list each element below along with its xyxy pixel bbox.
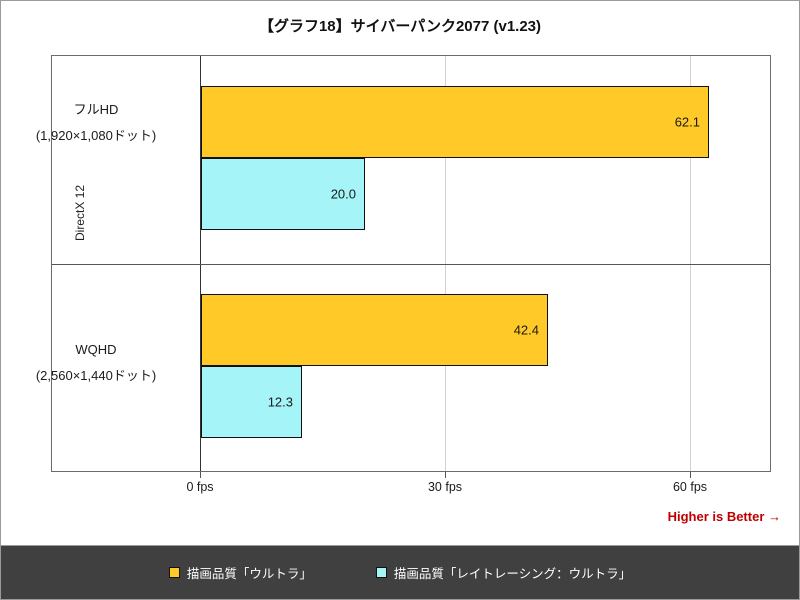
category-name: フルHD — [73, 102, 119, 117]
bar-value-label: 62.1 — [674, 114, 700, 130]
gridline-60fps — [690, 56, 691, 471]
legend: 描画品質「ウルトラ」 描画品質「レイトレーシング：ウルトラ」 — [1, 545, 799, 599]
higher-is-better-note: Higher is Better → — [667, 509, 781, 524]
y-axis-title: DirectX 12 — [73, 184, 87, 242]
tick-mark-30fps — [445, 472, 446, 478]
bar-wqhd-ultra: 42.4 — [201, 294, 548, 366]
tick-label-0fps: 0 fps — [186, 480, 214, 494]
category-label-wqhd: WQHD (2,560×1,440ドット) — [1, 341, 191, 384]
legend-swatch-icon — [375, 567, 387, 578]
category-label-fullhd: フルHD (1,920×1,080ドット) — [1, 101, 191, 144]
legend-item-ultra: 描画品質「ウルトラ」 — [168, 563, 312, 582]
tick-mark-0fps — [200, 472, 201, 478]
group-divider-line — [52, 264, 770, 265]
category-axis-line — [200, 56, 201, 471]
bar-fullhd-raytracing-ultra: 20.0 — [201, 158, 365, 230]
bar-value-label: 42.4 — [513, 322, 539, 338]
legend-item-raytracing-ultra: 描画品質「レイトレーシング：ウルトラ」 — [375, 563, 632, 582]
legend-swatch-icon — [168, 567, 180, 578]
page-title: 【グラフ18】サイバーパンク2077 (v1.23) — [258, 18, 542, 35]
category-detail: (1,920×1,080ドット) — [35, 128, 157, 143]
gridline-30fps — [445, 56, 446, 471]
category-name: WQHD — [75, 342, 117, 357]
legend-label: 描画品質「レイトレーシング：ウルトラ」 — [393, 567, 632, 581]
bar-wqhd-raytracing-ultra: 12.3 — [201, 366, 302, 438]
plot-area: DirectX 12 62.1 20.0 42.4 12.3 — [51, 55, 771, 472]
bar-value-label: 12.3 — [267, 394, 293, 410]
tick-mark-60fps — [690, 472, 691, 478]
category-detail: (2,560×1,440ドット) — [35, 368, 157, 383]
tick-label-60fps: 60 fps — [672, 480, 708, 494]
bar-fullhd-ultra: 62.1 — [201, 86, 709, 158]
tick-label-30fps: 30 fps — [427, 480, 463, 494]
legend-label: 描画品質「ウルトラ」 — [186, 567, 312, 581]
bar-value-label: 20.0 — [330, 186, 356, 202]
